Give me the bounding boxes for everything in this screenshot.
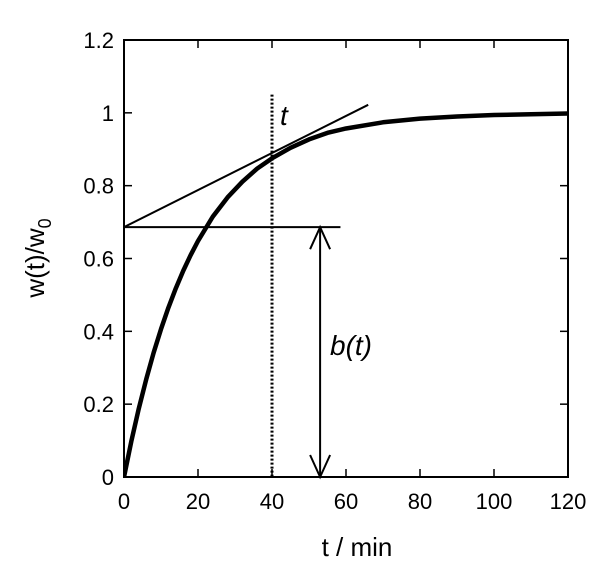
x-tick-label: 80 bbox=[408, 489, 432, 514]
y-axis-label-main: w(t)/w bbox=[20, 228, 50, 299]
arrow-label: b(t) bbox=[330, 330, 372, 361]
y-axis-label: w(t)/w0 bbox=[20, 218, 55, 298]
arrow-head-top bbox=[309, 224, 332, 250]
y-tick-label: 1 bbox=[102, 101, 114, 126]
tangent-line bbox=[123, 103, 369, 229]
y-axis-label-subscript: 0 bbox=[35, 218, 55, 228]
y-tick-label: 0.4 bbox=[83, 319, 114, 344]
axis-tick-labels: 0 20 40 60 80 100 120 0 0.2 0.4 0.6 0.8 1 1.2 bbox=[83, 28, 586, 514]
x-axis-label: t / min bbox=[322, 532, 393, 562]
y-tick-label: 1.2 bbox=[83, 28, 114, 53]
arrow-head-bottom bbox=[309, 454, 332, 480]
y-tick-label: 0.8 bbox=[83, 174, 114, 199]
axis-ticks bbox=[123, 39, 569, 478]
series-line bbox=[124, 111, 568, 477]
x-tick-label: 100 bbox=[476, 489, 513, 514]
x-tick-label: 40 bbox=[260, 489, 284, 514]
svg-text:w(t)/w0: w(t)/w0 bbox=[20, 218, 55, 298]
y-tick-label: 0 bbox=[102, 465, 114, 490]
x-tick-label: 0 bbox=[118, 489, 130, 514]
x-tick-label: 20 bbox=[186, 489, 210, 514]
vertical-marker-label: t bbox=[280, 100, 289, 131]
x-tick-label: 120 bbox=[550, 489, 587, 514]
annotations bbox=[123, 94, 369, 480]
y-tick-label: 0.6 bbox=[83, 247, 114, 272]
data-series bbox=[124, 111, 568, 477]
y-tick-label: 0.2 bbox=[83, 392, 114, 417]
x-tick-label: 60 bbox=[334, 489, 358, 514]
